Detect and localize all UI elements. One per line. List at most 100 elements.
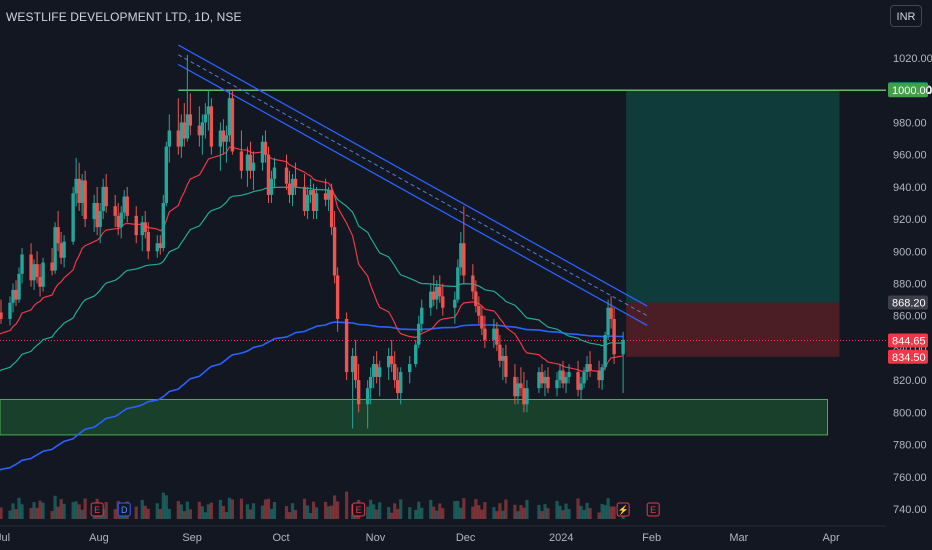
x-tick-label: Dec [456, 532, 476, 544]
volume-bar [483, 502, 487, 519]
candle-body [260, 141, 265, 163]
candle-body [185, 114, 190, 139]
x-tick-label: 2024 [549, 532, 573, 544]
volume-bar [80, 509, 84, 519]
candle-body [471, 275, 475, 292]
candle-body [263, 141, 268, 155]
candle-body [230, 98, 235, 152]
volume-bar [537, 504, 541, 519]
candle-body [29, 254, 33, 281]
volume-bar [585, 502, 589, 519]
candle-body [435, 286, 439, 300]
candle-body [603, 335, 607, 368]
candle-body [59, 243, 63, 258]
volume-bar [606, 498, 610, 519]
candle-body [399, 372, 403, 394]
volume-bar [600, 503, 604, 519]
y-tick-label: 900.00 [893, 246, 927, 258]
candle-body [474, 291, 478, 307]
x-tick-label: Apr [822, 532, 839, 544]
volume-bar [287, 512, 292, 519]
candle-body [38, 277, 42, 287]
volume-bar [146, 508, 150, 519]
volume-bar [305, 505, 310, 519]
ema-fast-line [0, 146, 624, 373]
candle-body [182, 122, 187, 139]
volume-bar [609, 506, 613, 519]
volume-bar [492, 507, 496, 519]
candle-body [0, 312, 3, 319]
volume-bar [474, 499, 478, 519]
volume-bar [345, 491, 349, 519]
x-tick-label: Jul [0, 532, 10, 544]
candle-body [582, 372, 586, 384]
stop-zone [626, 302, 840, 357]
candle-body [600, 367, 604, 381]
volume-bar [435, 510, 439, 519]
candle-body [62, 241, 66, 258]
event-marker: E [646, 502, 660, 517]
volume-bar [375, 509, 379, 519]
candle-body [77, 178, 81, 203]
candle-body [555, 380, 559, 389]
candle-body [80, 180, 84, 203]
event-marker: D [117, 502, 131, 517]
volume-bar [420, 507, 424, 519]
volume-bar [314, 507, 319, 519]
volume-bar [519, 505, 523, 519]
volume-bar [396, 508, 400, 519]
candle-body [41, 262, 45, 287]
candle-body [116, 215, 120, 228]
volume-bar [206, 504, 210, 519]
event-label: ⚡ [618, 504, 629, 516]
candle-body [519, 383, 523, 389]
currency-button[interactable]: INR [890, 5, 922, 27]
price-tag: 868.20 [888, 295, 928, 310]
volume-bar [71, 502, 75, 519]
volume-bar [429, 499, 433, 519]
volume-bar [269, 508, 274, 519]
candle-body [158, 243, 162, 249]
volume-bar [390, 512, 394, 519]
x-tick-label: Nov [366, 532, 386, 544]
volume-bar [561, 510, 565, 519]
volume-bar [83, 498, 87, 519]
volume-bar [32, 502, 36, 519]
volume-bar [176, 501, 180, 519]
candle-body [308, 190, 313, 195]
volume-bar [20, 504, 24, 519]
candle-body [122, 196, 126, 213]
volume-bar [284, 506, 289, 519]
candle-body [14, 289, 18, 300]
x-tick-label: Aug [89, 532, 109, 544]
candle-body [588, 364, 592, 371]
candle-body [564, 376, 568, 384]
volume-bar [62, 503, 66, 519]
candle-body [167, 130, 171, 147]
volume-bar [332, 495, 337, 519]
candle-body [390, 355, 394, 365]
y-tick-label: 980.00 [893, 117, 927, 129]
y-tick-label: 800.00 [893, 407, 927, 419]
candle-body [459, 243, 463, 268]
candle-body [92, 202, 96, 220]
candle-body [393, 364, 397, 381]
candle-body [32, 264, 36, 281]
volume-bar [161, 492, 165, 519]
volume-bar [251, 503, 256, 519]
volume-bar [293, 510, 298, 519]
candle-body [606, 307, 610, 336]
candle-body [206, 106, 211, 115]
candle-body [197, 125, 202, 136]
candle-body [50, 262, 54, 271]
volume-bar [290, 503, 295, 519]
volume-bar [555, 501, 559, 519]
channel-mid [178, 54, 648, 317]
candle-body [140, 222, 144, 236]
volume-bar [0, 507, 3, 519]
volume-bar [164, 495, 168, 519]
volume-bar [558, 505, 562, 519]
candle-body [414, 344, 418, 365]
volume-bar [612, 506, 616, 519]
